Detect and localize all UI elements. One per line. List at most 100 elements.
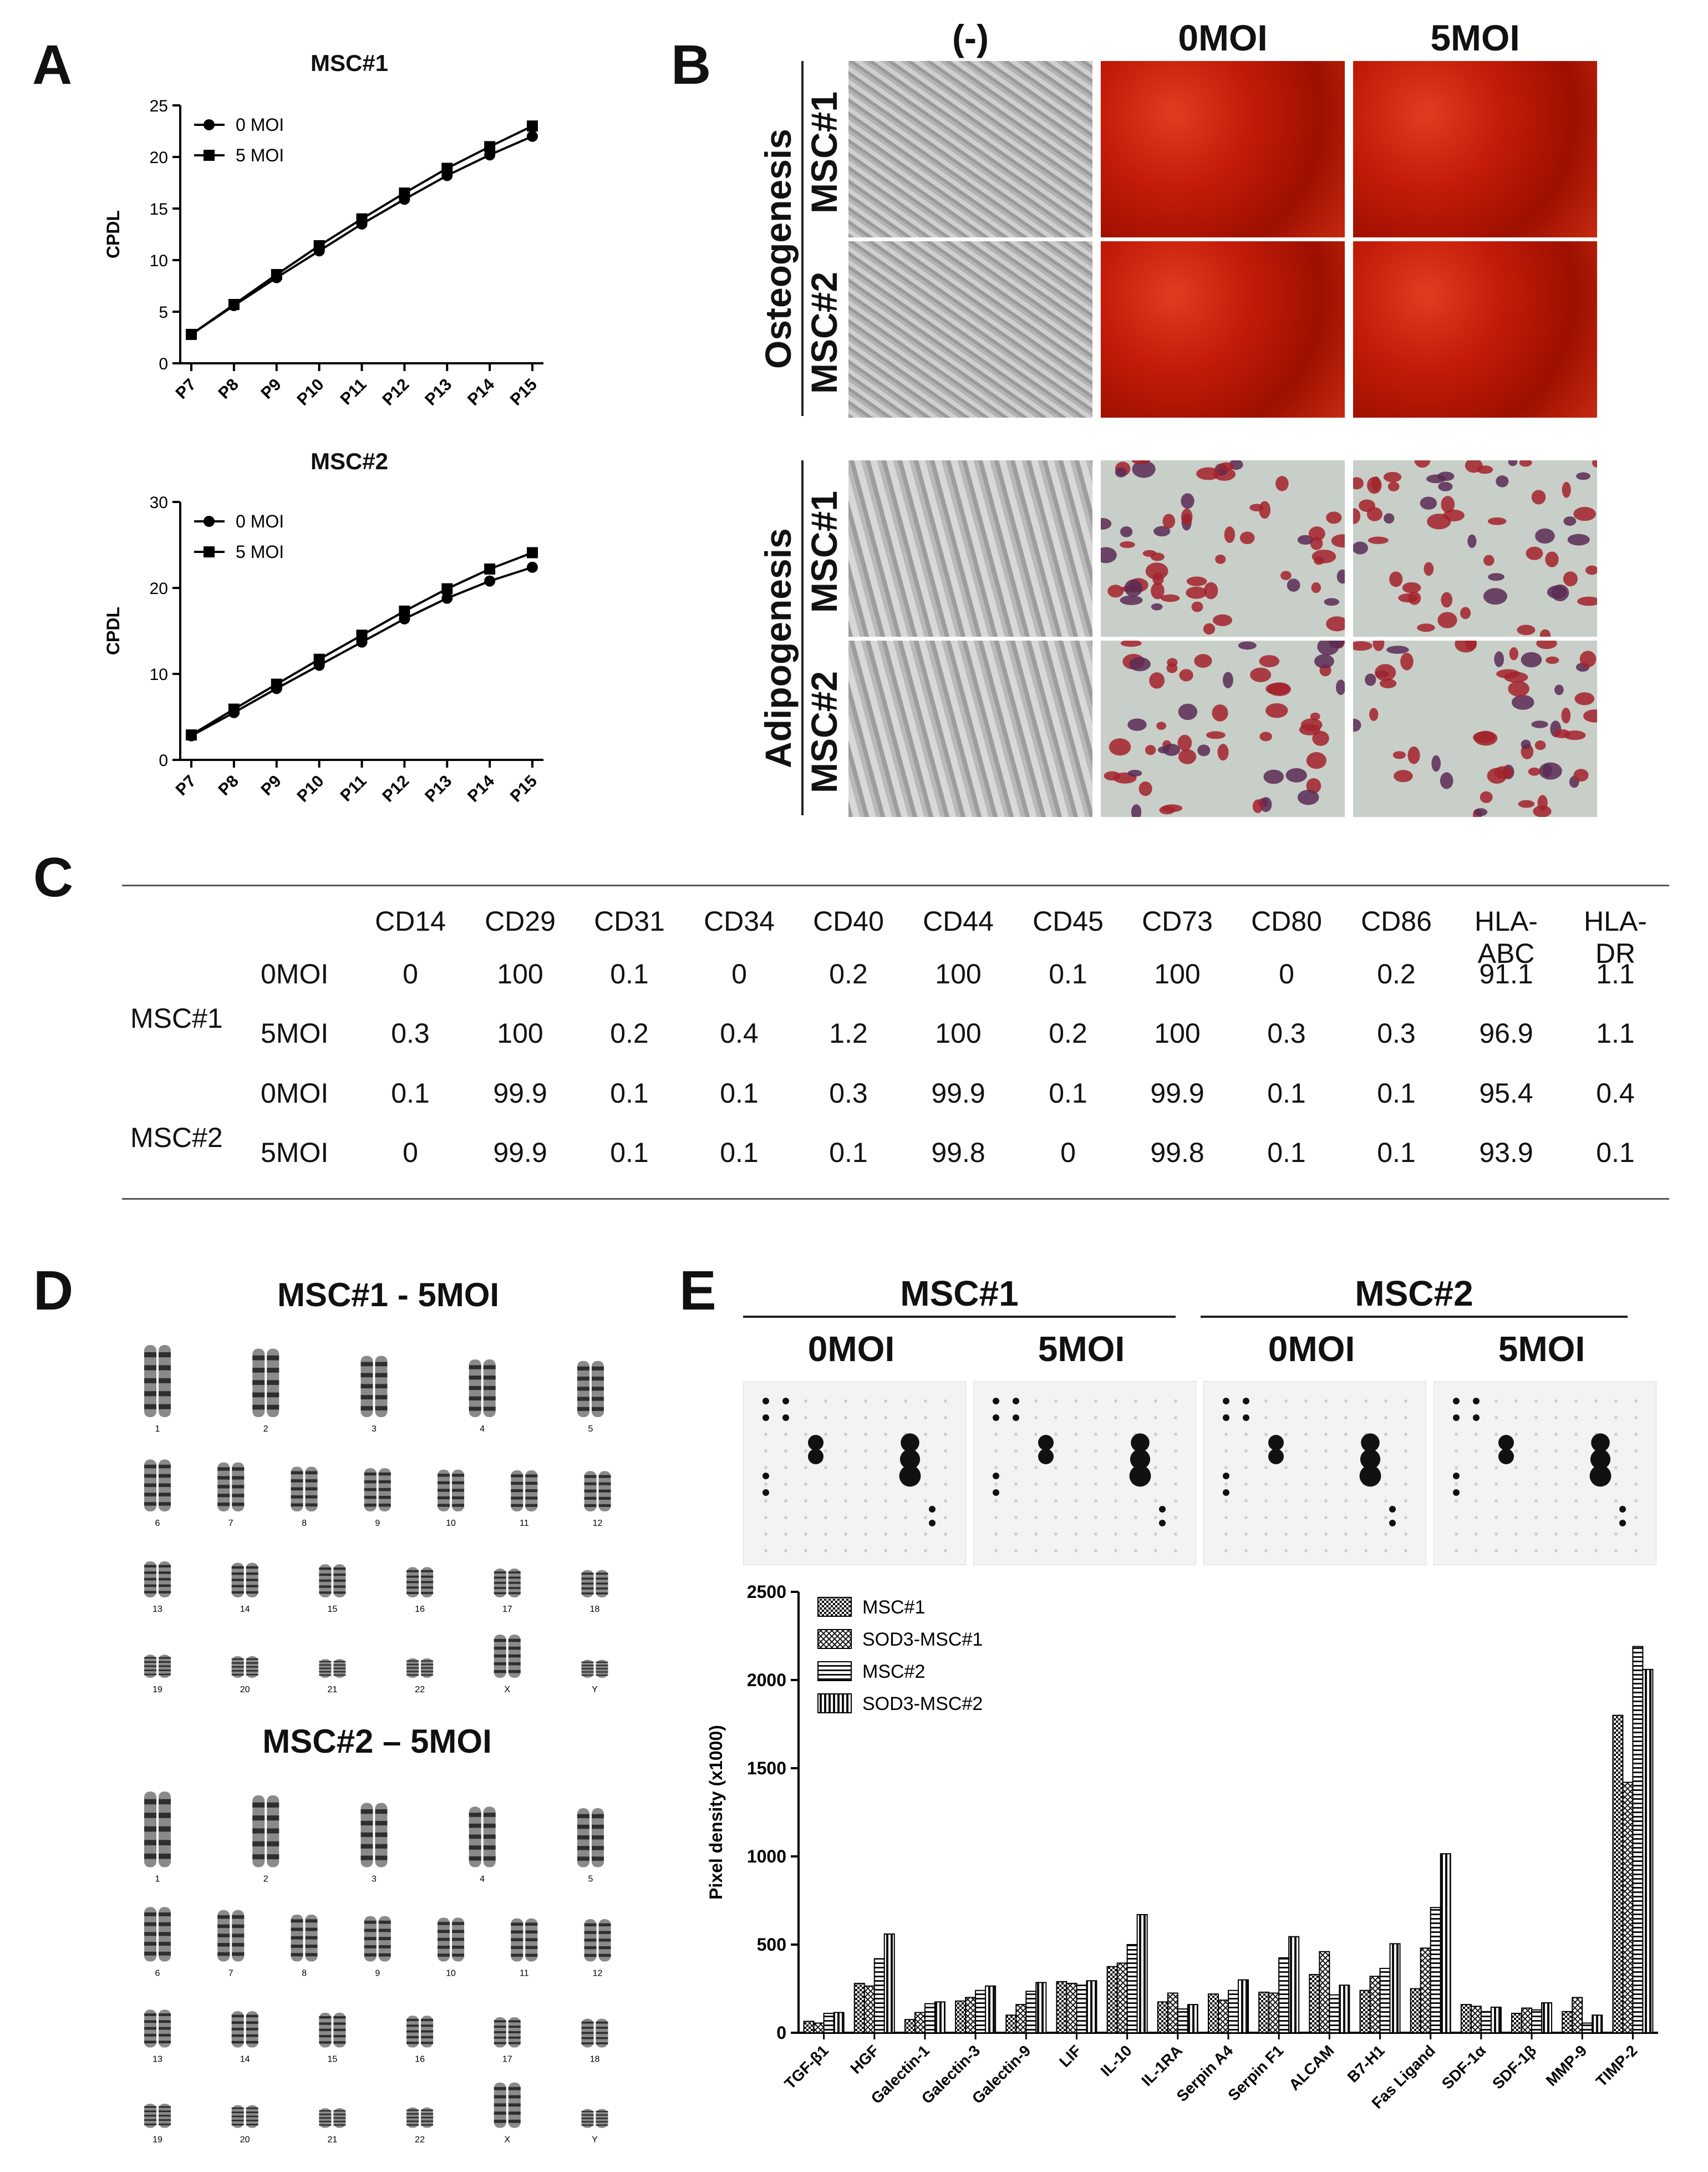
chromosome-label: 13	[152, 1605, 162, 1614]
chromosome-pair	[144, 1345, 171, 1417]
chromosome-label: 4	[480, 1424, 485, 1434]
table-cell: 0.1	[1377, 1078, 1416, 1109]
panel-letter-e: E	[679, 1260, 716, 1322]
panel-letter-d: D	[33, 1260, 74, 1322]
y-tick-label: 10	[150, 252, 168, 270]
blot-group-msc2-rule	[1201, 1316, 1628, 1318]
x-tick-label: TGF-β1	[781, 2042, 832, 2092]
panel-letter-c: C	[33, 846, 74, 909]
blot-group-msc2: MSC#2	[1355, 1273, 1473, 1313]
table-cell: 0.3	[1377, 1018, 1416, 1049]
chromosome-pair	[144, 1655, 171, 1678]
bar-SOD3-MSC#2	[1389, 1943, 1401, 2033]
bar-SOD3-MSC#1	[1420, 1947, 1431, 2033]
y-tick-label: 20	[150, 580, 168, 598]
micrograph-adipo-msc2-neg	[848, 641, 1092, 817]
y-tick-label: 10	[150, 666, 168, 684]
chromosome-label: X	[504, 1685, 510, 1694]
table-cell: 0	[403, 1137, 418, 1168]
data-point	[484, 575, 496, 587]
bar-MSC#1	[1410, 1988, 1421, 2033]
chromosome-label: 4	[480, 1875, 485, 1884]
chromosome-label: 12	[593, 1519, 603, 1528]
data-point	[441, 163, 453, 174]
chart-a2-title: MSC#2	[310, 448, 389, 474]
data-point	[484, 141, 496, 153]
table-cell: 1.1	[1596, 958, 1635, 989]
data-point	[271, 678, 282, 690]
blot-cond-3: 0MOI	[1268, 1329, 1355, 1369]
table-cell: 0	[731, 958, 747, 989]
x-tick-label: LIF	[1056, 2042, 1085, 2070]
table-cell: 0.1	[1267, 1078, 1306, 1109]
bar-MSC#1	[1309, 1974, 1320, 2033]
bar-SOD3-MSC#1	[1268, 1992, 1280, 2034]
x-tick-label: P9	[257, 375, 284, 403]
chromosome-label: 7	[228, 1519, 233, 1528]
chromosome-pair	[144, 1907, 171, 1962]
table-cell: 0.1	[720, 1137, 759, 1168]
micrograph-adipo-msc2-5moi	[1353, 641, 1597, 817]
x-tick-label: SDF-1α	[1438, 2042, 1489, 2092]
legend-marker	[204, 119, 215, 130]
chromosome-label: 1	[155, 1875, 160, 1884]
micrograph-adipo-msc2-0moi	[1101, 641, 1345, 817]
chromosome-pair	[252, 1795, 279, 1867]
y-tick-label: 20	[150, 149, 168, 167]
x-tick-label: IL-10	[1097, 2042, 1135, 2079]
table-column-header: CD29	[485, 906, 556, 937]
bar-MSC#2	[1329, 1994, 1340, 2034]
table-cell: 0	[1279, 958, 1294, 989]
bar-SOD3-MSC#1	[1116, 1962, 1128, 2034]
chromosome-label: 6	[155, 1519, 160, 1528]
table-condition-label: 0MOI	[261, 958, 329, 989]
micrograph-adipo-msc1-5moi	[1353, 460, 1597, 637]
micrograph-osteo-msc2-neg	[848, 241, 1092, 418]
x-tick-label: P15	[507, 375, 541, 409]
y-axis-label: CPDL	[103, 607, 123, 655]
data-point	[527, 120, 538, 132]
chromosome-pair	[319, 2108, 346, 2128]
chromosome-label: 1	[155, 1424, 160, 1434]
chromosome-pair	[144, 1792, 171, 1867]
legend-label: MSC#2	[862, 1661, 925, 1682]
bar-SOD3-MSC#1	[1521, 2007, 1533, 2033]
chromosome-pair	[231, 2105, 258, 2128]
bar-MSC#1	[1005, 2014, 1017, 2034]
data-point	[186, 729, 197, 741]
chromosome-pair	[494, 2017, 521, 2048]
bar-MSC#2	[1228, 1990, 1239, 2033]
bar-MSC#1	[1056, 1981, 1068, 2034]
panel-letter-b: B	[671, 34, 711, 96]
chromosome-label: 19	[152, 1685, 162, 1694]
x-tick-label: P9	[257, 772, 284, 799]
bar-MSC#2	[1177, 2008, 1188, 2034]
chromosome-pair	[577, 1361, 604, 1417]
bar-MSC#2	[823, 2013, 835, 2034]
bar-SOD3-MSC#2	[1035, 1982, 1047, 2033]
bar-SOD3-MSC#2	[883, 1933, 895, 2033]
table-group-label: MSC#1	[130, 1002, 223, 1034]
chromosome-label: 8	[302, 1969, 307, 1978]
x-tick-label: P12	[379, 772, 413, 806]
x-tick-label: P7	[172, 375, 200, 403]
table-cell: 100	[497, 958, 543, 989]
x-tick-label: Serpin F1	[1224, 2042, 1287, 2104]
x-tick-label: IL-1RA	[1138, 2042, 1186, 2089]
column-header-0moi: 0MOI	[1178, 17, 1268, 58]
table-cell: 0.1	[1049, 958, 1087, 989]
bar-SOD3-MSC#1	[813, 2022, 825, 2034]
legend-label: 5 MOI	[236, 145, 284, 165]
row-label-adipo-msc1: MSC#1	[804, 490, 845, 613]
chromosome-label: 11	[520, 1519, 529, 1528]
table-top-rule	[122, 885, 1669, 886]
bar-SOD3-MSC#1	[1622, 1782, 1634, 2033]
group-label-osteogenesis: Osteogenesis	[758, 129, 799, 369]
micrograph-osteo-msc1-5moi	[1353, 61, 1597, 237]
y-tick-label: 1000	[747, 1846, 786, 1866]
legend-label: SOD3-MSC#1	[862, 1629, 983, 1650]
table-condition-label: 0MOI	[261, 1078, 329, 1109]
chromosome-pair	[577, 1808, 604, 1867]
bar-MSC#2	[1430, 1907, 1441, 2033]
bar-SOD3-MSC#1	[965, 1997, 977, 2034]
